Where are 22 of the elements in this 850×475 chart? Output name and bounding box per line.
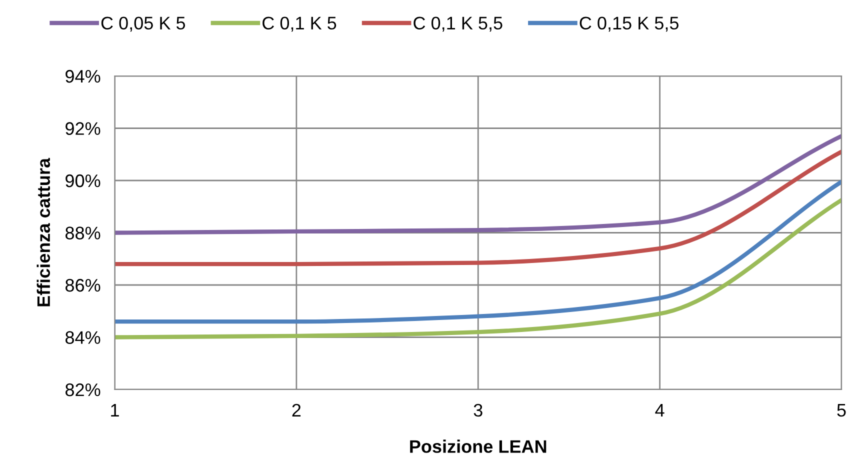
y-tick-label: 92% bbox=[66, 122, 100, 135]
y-tick-label: 88% bbox=[66, 226, 100, 240]
line-series bbox=[114, 134, 842, 235]
x-axis-title: Posizione LEAN bbox=[410, 440, 546, 453]
line-series bbox=[114, 198, 842, 340]
legend-label: C 0,05 K 5 bbox=[101, 16, 186, 32]
y-tick-label: 82% bbox=[66, 383, 100, 396]
line-series bbox=[114, 150, 842, 266]
legend-label: C 0,15 K 5,5 bbox=[580, 16, 679, 32]
y-tick-label: 84% bbox=[66, 331, 100, 344]
y-tick-label: 86% bbox=[66, 278, 100, 292]
y-tick-label: 90% bbox=[66, 174, 100, 188]
x-tick-label: 3 bbox=[474, 404, 482, 417]
x-tick-label: 5 bbox=[837, 404, 846, 417]
legend-label: C 0,1 K 5,5 bbox=[414, 16, 502, 32]
x-tick-label: 1 bbox=[111, 404, 119, 416]
y-tick-label: 94% bbox=[66, 70, 100, 83]
legend-label: C 0,1 K 5 bbox=[262, 16, 336, 32]
x-tick-label: 2 bbox=[292, 404, 301, 416]
x-tick-label: 4 bbox=[655, 404, 664, 416]
line-series bbox=[114, 180, 842, 324]
y-axis-title: Efficienza cattura bbox=[36, 158, 50, 306]
